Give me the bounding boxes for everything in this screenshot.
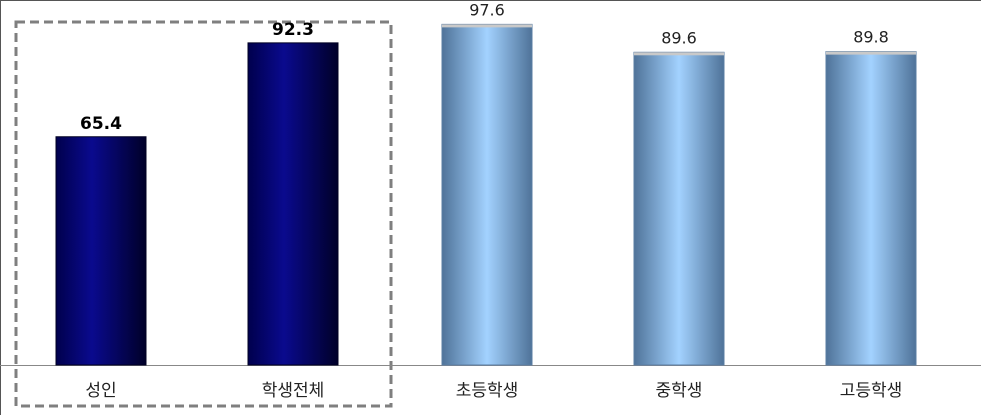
- highlight-dashed-box: [14, 20, 393, 408]
- bars-layer: [55, 23, 917, 366]
- category-label-5: 고등학생: [840, 381, 903, 401]
- category-label-3: 초등학생: [456, 381, 519, 401]
- value-label-5: 89.8: [853, 28, 889, 47]
- bar-5: [825, 51, 917, 366]
- bar-cap-4: [634, 52, 724, 56]
- value-label-2: 92.3: [272, 20, 314, 40]
- bar-cap-3: [442, 24, 532, 28]
- bar-3: [441, 23, 533, 366]
- value-label-3: 97.6: [469, 0, 505, 19]
- value-label-4: 89.6: [661, 28, 697, 47]
- category-label-2: 학생전체: [262, 381, 325, 401]
- value-label-1: 65.4: [80, 114, 122, 134]
- bar-4: [633, 51, 725, 366]
- bar-1: [55, 136, 147, 366]
- bar-2: [247, 42, 339, 366]
- category-label-1: 성인: [85, 381, 116, 401]
- bar-cap-5: [826, 51, 916, 55]
- value-labels-layer: 65.4 92.3 97.6 89.6 89.8: [80, 0, 889, 133]
- category-label-4: 중학생: [656, 381, 703, 401]
- category-labels-layer: 성인 학생전체 초등학생 중학생 고등학생: [85, 381, 902, 401]
